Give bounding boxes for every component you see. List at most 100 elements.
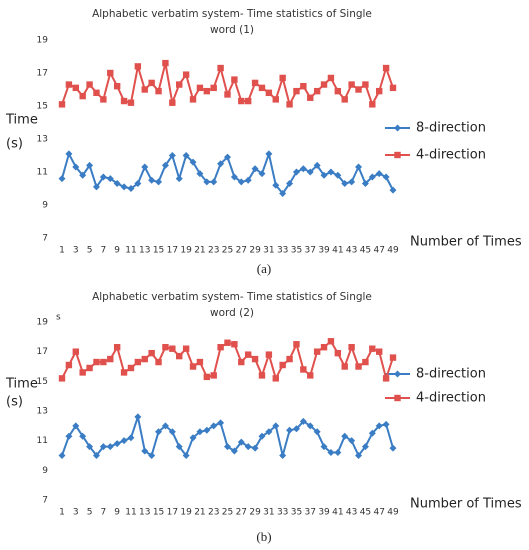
x-tick-label: 1 — [59, 508, 65, 518]
marker — [320, 344, 328, 351]
marker — [72, 163, 80, 171]
marker — [293, 341, 300, 348]
x-tick-label: 41 — [332, 508, 343, 518]
x-tick-label: 21 — [194, 508, 205, 518]
marker — [134, 413, 142, 421]
chart-title: Alphabetic verbatim system- Time statist… — [92, 291, 372, 303]
y-tick-label: 17 — [37, 347, 48, 357]
marker — [162, 59, 169, 67]
marker — [251, 444, 259, 452]
marker — [168, 152, 176, 159]
marker — [72, 422, 80, 430]
marker — [320, 171, 328, 179]
marker — [299, 165, 307, 173]
legend-label: 8-direction — [416, 121, 486, 136]
caption: (b) — [256, 529, 271, 544]
marker — [272, 96, 279, 103]
marker — [141, 86, 148, 93]
y-tick-label: 19 — [37, 318, 49, 328]
legend-label: 4-direction — [416, 148, 486, 163]
marker — [113, 344, 121, 351]
marker — [375, 422, 383, 430]
marker — [86, 161, 94, 169]
marker — [279, 189, 287, 197]
marker — [224, 153, 231, 161]
marker — [299, 417, 307, 425]
legend-marker — [394, 151, 401, 159]
marker — [313, 348, 321, 355]
marker — [334, 449, 342, 457]
marker — [362, 358, 369, 366]
marker — [320, 81, 328, 88]
legend-marker — [394, 394, 401, 402]
x-tick-label: 15 — [153, 246, 164, 256]
marker — [272, 422, 280, 430]
marker — [389, 354, 397, 361]
marker — [313, 87, 321, 95]
chart-title: word (2) — [210, 307, 254, 319]
marker — [155, 358, 162, 366]
marker — [107, 355, 114, 363]
marker — [341, 432, 349, 440]
marker — [113, 83, 121, 90]
x-tick-label: 15 — [153, 508, 164, 518]
marker — [86, 443, 94, 451]
marker — [189, 434, 197, 442]
marker — [272, 181, 280, 189]
x-tick-label: 35 — [291, 246, 302, 256]
marker — [389, 444, 397, 452]
x-tick-label: 27 — [236, 246, 247, 256]
y-tick-label: 9 — [42, 466, 48, 476]
marker — [237, 438, 245, 446]
marker — [376, 87, 383, 95]
marker — [175, 175, 183, 183]
marker — [120, 437, 128, 445]
x-tick-label: 11 — [125, 246, 136, 256]
marker — [231, 76, 238, 83]
x-tick-label: 13 — [139, 246, 150, 256]
marker — [155, 178, 163, 186]
marker — [382, 173, 390, 181]
marker — [107, 69, 114, 77]
marker — [265, 351, 273, 358]
marker — [127, 434, 135, 442]
marker — [196, 358, 204, 366]
marker — [169, 99, 176, 106]
x-tick-label: 25 — [222, 508, 233, 518]
marker — [348, 437, 356, 445]
marker — [127, 364, 135, 372]
y-tick-label: 13 — [37, 135, 48, 145]
y-tick-label: 9 — [42, 201, 48, 211]
x-axis-label: Number of Times — [410, 497, 522, 512]
marker — [348, 344, 355, 351]
marker — [155, 428, 163, 436]
marker — [217, 160, 225, 168]
marker — [106, 443, 114, 451]
marker — [65, 361, 73, 369]
marker — [196, 170, 204, 178]
marker — [258, 372, 266, 379]
y-tick-label: 11 — [37, 436, 48, 446]
marker — [258, 432, 266, 440]
marker — [272, 375, 279, 382]
marker — [238, 97, 245, 105]
marker — [306, 168, 314, 176]
marker — [292, 168, 300, 176]
marker — [210, 422, 218, 430]
x-tick-label: 45 — [360, 246, 371, 256]
marker — [286, 426, 294, 434]
marker — [355, 363, 362, 370]
y-tick-label: 7 — [42, 234, 48, 244]
marker — [279, 361, 286, 369]
marker — [182, 345, 190, 352]
marker — [113, 440, 121, 448]
marker — [79, 432, 87, 440]
marker — [307, 372, 314, 379]
marker — [334, 171, 342, 179]
marker — [244, 97, 252, 105]
marker — [58, 375, 66, 382]
x-tick-label: 7 — [101, 246, 107, 256]
marker — [279, 74, 286, 82]
marker — [224, 443, 231, 451]
